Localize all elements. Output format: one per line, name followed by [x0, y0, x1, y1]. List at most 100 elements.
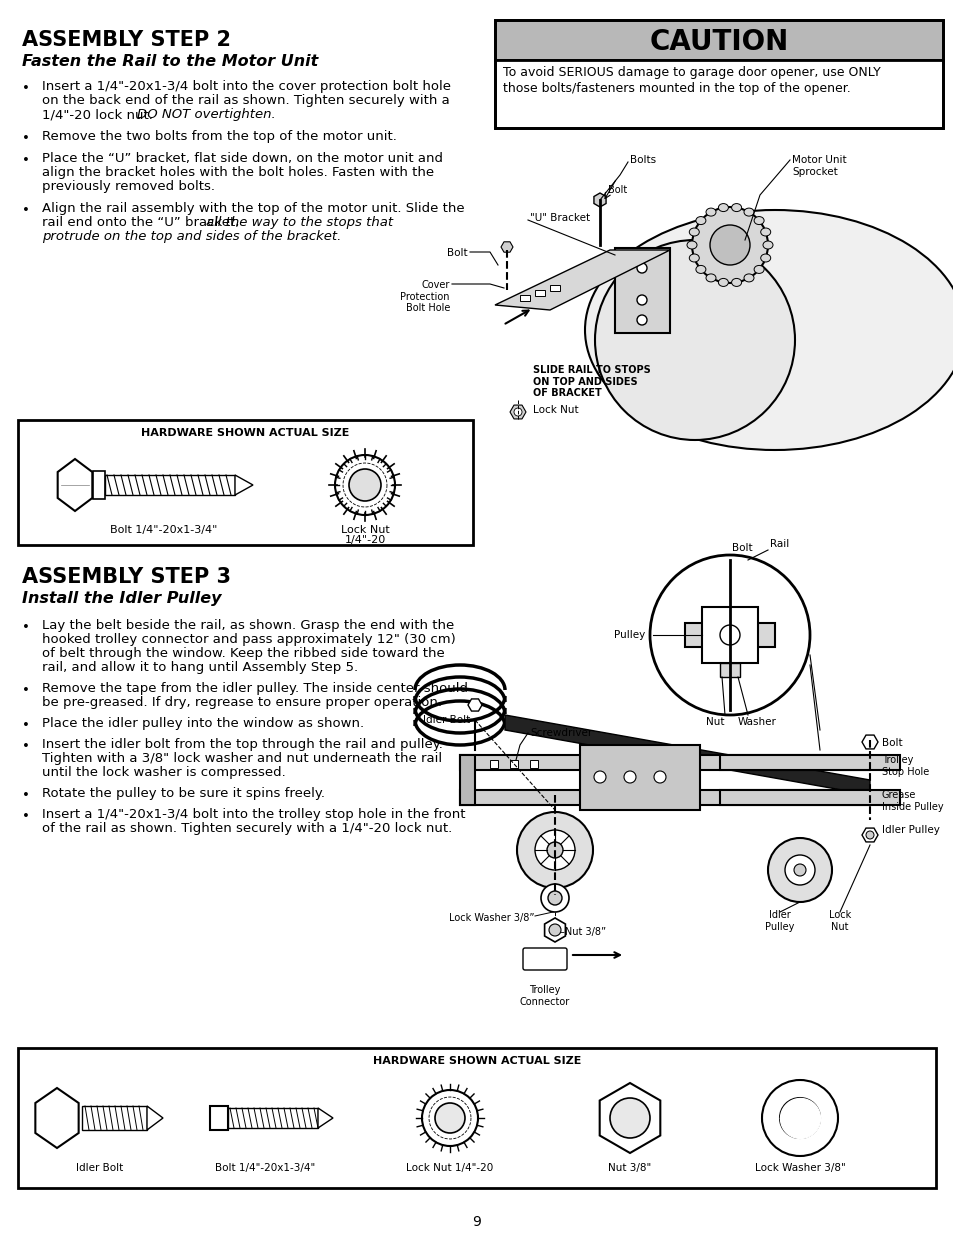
- Text: Lock Nut 1/4"-20: Lock Nut 1/4"-20: [406, 1163, 493, 1173]
- Text: 9: 9: [472, 1215, 481, 1229]
- Text: Remove the tape from the idler pulley. The inside center should: Remove the tape from the idler pulley. T…: [42, 682, 468, 695]
- Text: Cover
Protection
Bolt Hole: Cover Protection Bolt Hole: [400, 280, 450, 314]
- Text: Trolley
Stop Hole: Trolley Stop Hole: [882, 755, 928, 777]
- Ellipse shape: [760, 228, 770, 236]
- Bar: [720, 755, 899, 769]
- Circle shape: [637, 295, 646, 305]
- Circle shape: [720, 625, 740, 645]
- Text: Trolley
Connector: Trolley Connector: [519, 986, 570, 1007]
- Circle shape: [691, 207, 767, 283]
- Bar: [720, 663, 740, 677]
- Text: Bolt: Bolt: [607, 185, 626, 195]
- Circle shape: [649, 555, 809, 715]
- Text: Install the Idler Pulley: Install the Idler Pulley: [22, 592, 221, 606]
- Ellipse shape: [718, 278, 728, 287]
- Text: Bolt: Bolt: [731, 543, 752, 553]
- Polygon shape: [544, 918, 565, 942]
- Text: ASSEMBLY STEP 2: ASSEMBLY STEP 2: [22, 30, 231, 49]
- Text: 1/4"-20: 1/4"-20: [344, 535, 385, 545]
- Ellipse shape: [760, 254, 770, 262]
- Text: Place the idler pulley into the window as shown.: Place the idler pulley into the window a…: [42, 718, 364, 730]
- Text: Lock Nut: Lock Nut: [340, 525, 389, 535]
- Text: Nut: Nut: [705, 718, 723, 727]
- Bar: [579, 745, 700, 810]
- Text: Idler Bolt: Idler Bolt: [76, 1163, 124, 1173]
- Ellipse shape: [731, 278, 740, 287]
- Circle shape: [435, 1103, 464, 1132]
- Ellipse shape: [686, 241, 697, 249]
- Ellipse shape: [753, 266, 763, 273]
- Bar: [720, 790, 899, 805]
- Text: on the back end of the rail as shown. Tighten securely with a: on the back end of the rail as shown. Ti…: [42, 94, 449, 107]
- Bar: [530, 760, 537, 768]
- Text: CAUTION: CAUTION: [649, 28, 788, 56]
- Text: rail end onto the “U” bracket,: rail end onto the “U” bracket,: [42, 216, 243, 228]
- Circle shape: [654, 771, 665, 783]
- Ellipse shape: [718, 204, 728, 211]
- Polygon shape: [57, 459, 92, 511]
- Circle shape: [784, 855, 814, 885]
- Text: 1/4"-20 lock nut.: 1/4"-20 lock nut.: [42, 107, 157, 121]
- Ellipse shape: [705, 207, 716, 216]
- Text: •: •: [22, 621, 30, 634]
- Polygon shape: [234, 475, 253, 495]
- Text: •: •: [22, 82, 30, 95]
- Text: Tighten with a 3/8" lock washer and nut underneath the rail: Tighten with a 3/8" lock washer and nut …: [42, 752, 441, 764]
- Circle shape: [793, 864, 805, 876]
- Polygon shape: [495, 249, 669, 310]
- Text: •: •: [22, 204, 30, 217]
- Circle shape: [546, 842, 562, 858]
- Text: Motor Unit
Sprocket: Motor Unit Sprocket: [791, 156, 845, 177]
- Text: Rotate the pulley to be sure it spins freely.: Rotate the pulley to be sure it spins fr…: [42, 787, 325, 800]
- Text: of the rail as shown. Tighten securely with a 1/4"-20 lock nut.: of the rail as shown. Tighten securely w…: [42, 823, 452, 835]
- Ellipse shape: [743, 207, 753, 216]
- Circle shape: [709, 225, 749, 266]
- Bar: [210, 1107, 228, 1130]
- Polygon shape: [459, 755, 869, 769]
- Ellipse shape: [762, 241, 772, 249]
- Text: until the lock washer is compressed.: until the lock washer is compressed.: [42, 766, 286, 779]
- Bar: [495, 61, 942, 128]
- Text: •: •: [22, 810, 30, 823]
- Text: be pre-greased. If dry, regrease to ensure proper operation.: be pre-greased. If dry, regrease to ensu…: [42, 697, 441, 709]
- FancyBboxPatch shape: [522, 948, 566, 969]
- Circle shape: [609, 1098, 649, 1137]
- Text: Lock Washer 3/8”: Lock Washer 3/8”: [449, 913, 535, 923]
- Ellipse shape: [689, 228, 699, 236]
- Text: Bolt: Bolt: [882, 739, 902, 748]
- Bar: [490, 760, 497, 768]
- Circle shape: [535, 830, 575, 869]
- Text: Lock Nut: Lock Nut: [533, 405, 578, 415]
- Bar: [105, 475, 234, 495]
- Text: Screwdriver: Screwdriver: [530, 727, 592, 739]
- Text: DO NOT overtighten.: DO NOT overtighten.: [137, 107, 275, 121]
- Text: Grease
Inside Pulley: Grease Inside Pulley: [882, 790, 943, 811]
- Text: HARDWARE SHOWN ACTUAL SIZE: HARDWARE SHOWN ACTUAL SIZE: [373, 1056, 580, 1066]
- Text: Bolt 1/4"-20x1-3/4": Bolt 1/4"-20x1-3/4": [110, 525, 217, 535]
- Ellipse shape: [595, 240, 794, 440]
- Text: SLIDE RAIL TO STOPS
ON TOP AND SIDES
OF BRACKET: SLIDE RAIL TO STOPS ON TOP AND SIDES OF …: [533, 366, 650, 398]
- Polygon shape: [468, 699, 481, 711]
- Ellipse shape: [753, 216, 763, 225]
- Text: Bolt: Bolt: [447, 248, 468, 258]
- Text: Insert a 1/4"-20x1-3/4 bolt into the cover protection bolt hole: Insert a 1/4"-20x1-3/4 bolt into the cov…: [42, 80, 451, 93]
- Circle shape: [780, 1098, 820, 1137]
- Text: Lock Washer 3/8": Lock Washer 3/8": [754, 1163, 844, 1173]
- Circle shape: [623, 771, 636, 783]
- Circle shape: [335, 454, 395, 515]
- Circle shape: [540, 884, 568, 911]
- Text: Washer: Washer: [738, 718, 776, 727]
- Polygon shape: [147, 1107, 163, 1130]
- Text: rail, and allow it to hang until Assembly Step 5.: rail, and allow it to hang until Assembl…: [42, 661, 357, 674]
- Text: To avoid SERIOUS damage to garage door opener, use ONLY: To avoid SERIOUS damage to garage door o…: [502, 65, 880, 79]
- Circle shape: [548, 924, 560, 936]
- Ellipse shape: [731, 204, 740, 211]
- Text: –Nut 3/8”: –Nut 3/8”: [559, 927, 605, 937]
- Circle shape: [594, 771, 605, 783]
- Bar: [18, 1049, 935, 1188]
- Circle shape: [514, 408, 521, 416]
- Bar: [701, 606, 758, 663]
- Text: previously removed bolts.: previously removed bolts.: [42, 180, 214, 193]
- Polygon shape: [862, 735, 877, 748]
- Circle shape: [637, 263, 646, 273]
